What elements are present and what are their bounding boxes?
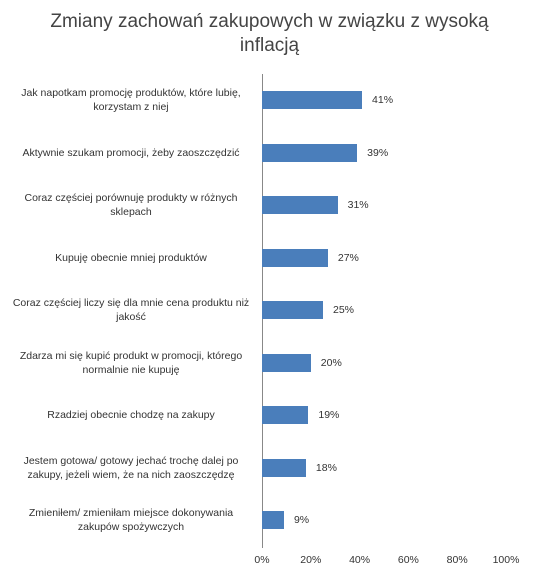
value-label: 39%: [367, 146, 389, 159]
value-label: 20%: [320, 356, 342, 369]
value-label: 18%: [315, 461, 337, 474]
bar: [262, 406, 309, 424]
value-label: 9%: [293, 514, 310, 526]
category-label: Aktywnie szukam promocji, żeby zaoszczęd…: [22, 146, 240, 159]
category-label: Kupuję obecnie mniej produktów: [55, 251, 207, 264]
category-label: Jestem gotowa/ gotowy jechać trochę dale…: [23, 454, 239, 481]
category-label: Jak napotkam promocję produktów, które l…: [21, 87, 241, 113]
category-label: Coraz częściej porównuję produkty w różn…: [24, 192, 238, 218]
bar: [262, 301, 323, 319]
bar: [262, 196, 338, 214]
value-label: 31%: [347, 199, 369, 211]
value-label: 25%: [333, 304, 355, 316]
x-tick-label: 20%: [300, 554, 322, 566]
category-label: Rzadziej obecnie chodzę na zakupy: [47, 409, 215, 421]
bar: [262, 143, 358, 162]
category-label: Coraz częściej liczy się dla mnie cena p…: [12, 297, 250, 323]
category-label: Zmieniłem/ zmieniłam miejsce dokonywania…: [28, 507, 234, 533]
x-tick-label: 40%: [349, 554, 371, 566]
value-label: 27%: [337, 251, 359, 264]
bar: [262, 91, 363, 109]
value-label: 41%: [372, 94, 394, 106]
category-label: Zdarza mi się kupić produkt w promocji, …: [19, 349, 243, 376]
x-tick-label: 80%: [446, 554, 468, 566]
bar: [262, 511, 284, 529]
bar: [262, 248, 328, 267]
x-tick-label: 60%: [397, 554, 419, 566]
x-tick-label: 100%: [492, 554, 520, 566]
bar: [262, 458, 306, 477]
value-label: 19%: [318, 409, 340, 421]
bar: [262, 353, 311, 372]
chart-title: Zmiany zachowań zakupowych w związku z w…: [50, 11, 489, 56]
x-tick-label: 0%: [254, 554, 270, 566]
